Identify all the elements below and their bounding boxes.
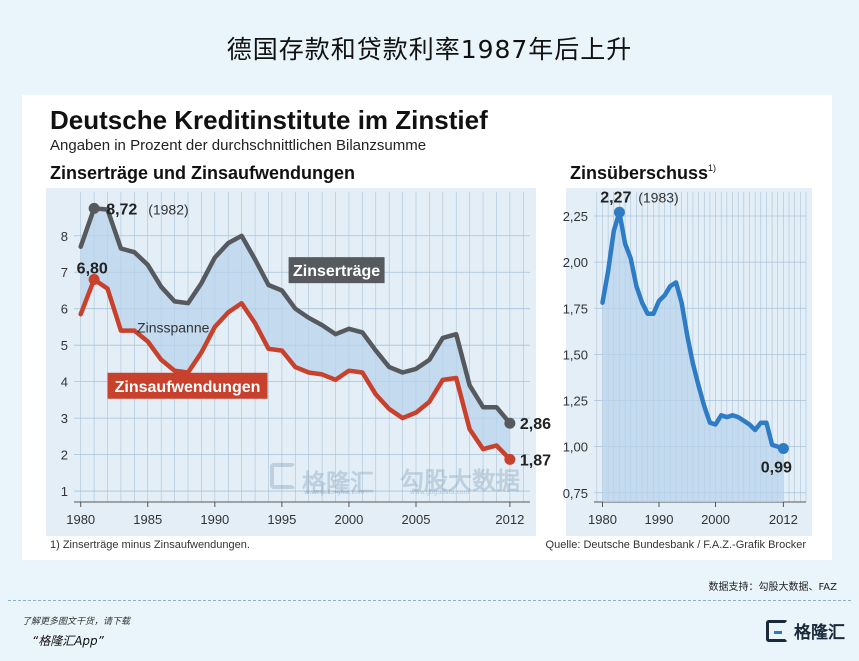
watermark-right: 勾股大数据 (400, 467, 520, 495)
series-line-zinsertraege (78, 206, 513, 426)
data-support-note: 数据支持：勾股大数据、FAZ (708, 582, 837, 593)
series-line-zinsueberschuss (600, 210, 786, 451)
legend-label-zinsertraege: Zinserträge (293, 263, 380, 280)
series-end-marker (504, 417, 516, 429)
annotation-end-value: 0,99 (761, 459, 792, 476)
series-end-marker (777, 442, 789, 454)
figure-source: Quelle: Deutsche Bundesbank / F.A.Z.-Gra… (545, 539, 806, 551)
annotation-peak-year: (1983) (638, 189, 678, 205)
right-panel-title-footnote: 1) (708, 163, 717, 173)
left-xtick-label: 2012 (495, 512, 524, 527)
brand-logo-icon (766, 619, 788, 642)
brand-logo-text: 格隆汇 (794, 623, 845, 643)
left-xtick-label: 1985 (133, 512, 162, 527)
right-ytick-label: 1,00 (563, 440, 588, 455)
promo-text: 了解更多图文干货，请下载 (22, 617, 131, 627)
left-ytick-label: 1 (61, 484, 68, 499)
annotation-peak-value: 8,72 (106, 202, 137, 219)
watermark-logo-icon (270, 463, 296, 489)
zinsspanne-area (80, 208, 510, 460)
left-ytick-label: 3 (61, 411, 68, 426)
legend-box-zinsaufwendungen (107, 372, 268, 399)
annotation-aufwand-peak: 6,80 (77, 261, 108, 278)
left-ytick-label: 6 (61, 302, 68, 317)
zinsspanne-label: Zinsspanne (137, 319, 210, 335)
peak-marker-zinsaufwendungen (88, 274, 100, 286)
left-ytick-label: 7 (61, 265, 68, 280)
watermark-right-url: www.gogudata.com (410, 489, 470, 496)
chart-canvas: 1 2 3 4 5 6 7 8 1980 1985 1990 1995 2000 2005 2012 Zins… (46, 188, 812, 536)
right-xtick-label: 2012 (769, 512, 798, 527)
left-xtick-label: 2000 (334, 512, 363, 527)
right-panel-title: Zinsüberschuss1) (570, 163, 716, 184)
left-ytick-label: 4 (61, 375, 68, 390)
right-xtick-label: 1980 (588, 512, 617, 527)
peak-marker-zinsueberschuss (613, 206, 625, 218)
annotation-peak-year: (1982) (148, 202, 188, 218)
watermark-left-url: www.gelonghui.com (304, 489, 365, 496)
right-panel-title-text: Zinsüberschuss (570, 163, 709, 183)
legend-label-zinsaufwendungen: Zinsaufwendungen (115, 379, 261, 396)
legend-box-zinsertraege (288, 257, 385, 284)
brand-logo[interactable]: 格隆汇 (766, 618, 845, 643)
left-ytick-label: 5 (61, 338, 68, 353)
right-ytick-label: 1,25 (563, 394, 588, 409)
annotation-end-zinsaufwendungen: 1,87 (520, 452, 551, 469)
promo-app-name: “格隆汇App” (32, 634, 104, 648)
chart-figure: 1 2 3 4 5 6 7 8 1980 1985 1990 1995 2000 2005 2012 Zins… (22, 95, 832, 560)
divider (8, 600, 851, 601)
series-line-zinsaufwendungen (78, 277, 513, 462)
annotation-end-zinsertraege: 2,86 (520, 416, 551, 433)
right-ytick-label: 1,50 (563, 347, 588, 362)
left-ytick-label: 8 (61, 229, 68, 244)
right-xtick-label: 1990 (645, 512, 674, 527)
left-panel-title: Zinserträge und Zinsaufwendungen (50, 163, 356, 183)
left-xtick-label: 1990 (200, 512, 229, 527)
peak-marker-zinsertraege (88, 202, 100, 214)
annotation-peak-value: 2,27 (600, 189, 631, 206)
figure-subtitle: Angaben in Prozent der durchschnittliche… (50, 137, 427, 154)
figure-title: Deutsche Kreditinstitute im Zinstief (50, 105, 488, 135)
right-ytick-label: 2,00 (563, 255, 588, 270)
page-title: 德国存款和贷款利率1987年后上升 (226, 35, 633, 64)
left-ytick-label: 2 (61, 448, 68, 463)
right-ytick-label: 0,75 (563, 486, 588, 501)
watermark-left: 格隆汇 (302, 469, 374, 497)
zinsueberschuss-area (602, 212, 784, 503)
left-xtick-label: 1980 (66, 512, 95, 527)
right-ytick-label: 1,75 (563, 301, 588, 316)
left-xtick-label: 2005 (402, 512, 431, 527)
right-xtick-label: 2000 (701, 512, 730, 527)
series-end-marker (504, 453, 516, 465)
right-ytick-label: 2,25 (563, 209, 588, 224)
figure-footnote: 1) Zinserträge minus Zinsaufwendungen. (50, 539, 250, 551)
left-xtick-label: 1995 (267, 512, 296, 527)
